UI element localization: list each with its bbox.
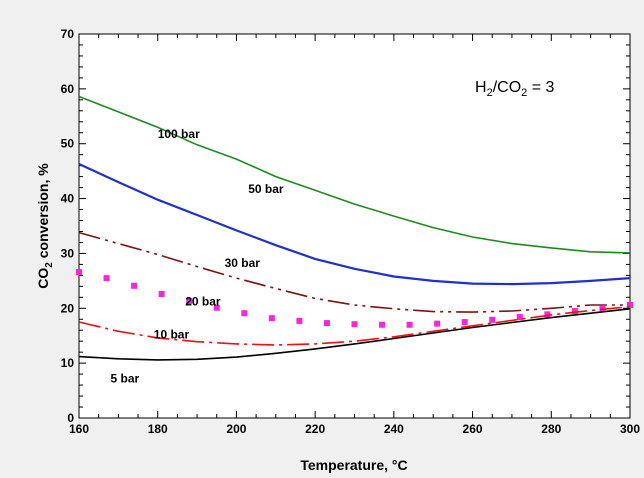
annot-h: H [475,79,487,96]
series-point-20-bar [131,282,138,289]
x-axis-title: Temperature, °C [300,457,407,473]
series-line-50-bar [78,163,631,286]
y-tick-label: 10 [61,356,75,370]
series-point-20-bar [406,321,413,328]
y-axis-title-tail: conversion, % [35,163,51,262]
y-tick-label: 0 [67,411,74,425]
series-labels: 100 bar 50 bar 30 bar 20 bar 10 bar 5 bar [110,127,283,385]
annot-sub2: 2 [521,87,527,99]
series-line-100-bar [78,95,631,254]
x-tick-label: 200 [226,422,246,436]
series-point-20-bar [627,301,633,308]
y-tick-label: 60 [61,82,75,96]
series-label-20-bar: 20 bar [185,295,221,309]
annot-sub1: 2 [487,87,493,99]
x-tick-label: 180 [148,422,168,436]
series-point-20-bar [323,320,330,327]
y-tick-label: 50 [61,137,75,151]
x-tick-label: 220 [305,422,325,436]
series-line-10-bar [78,305,631,346]
series-point-20-bar [516,314,523,321]
y-axis-title: CO2 conversion, % [35,163,55,289]
series-point-20-bar [351,321,358,328]
annot-mid: /CO [493,79,521,96]
series-line-5-bar [78,308,631,361]
series-point-20-bar [599,305,606,312]
series-point-20-bar [544,311,551,318]
x-tick-label: 300 [620,422,640,436]
series-point-20-bar [76,269,82,276]
series-point-20-bar [571,308,578,315]
annot-tail: = 3 [527,79,554,96]
series-lines [76,95,633,361]
series-point-20-bar [489,316,496,323]
x-tick-label: 160 [69,422,89,436]
tick-labels: 160 180 200 220 240 260 280 300 0 10 20 30 40 50 60 70 [61,27,641,436]
x-tick-label: 260 [463,422,483,436]
series-point-20-bar [268,315,275,322]
y-axis-title-main: CO [35,268,51,289]
series-point-20-bar [186,298,193,305]
series-point-20-bar [434,320,441,327]
series-label-50-bar: 50 bar [248,182,284,196]
series-point-20-bar [296,317,303,324]
series-point-20-bar [103,275,110,282]
ratio-annotation: H2/CO2 = 3 [475,79,555,99]
y-tick-label: 40 [61,192,75,206]
series-label-100-bar: 100 bar [158,127,200,141]
y-tick-label: 70 [61,27,75,41]
y-tick-label: 20 [61,301,75,315]
series-point-20-bar [213,304,220,311]
x-tick-label: 240 [384,422,404,436]
series-point-20-bar [158,291,165,298]
series-line-30-bar [78,231,630,313]
y-tick-label: 30 [61,246,75,260]
series-point-20-bar [379,321,386,328]
y-axis-title-sub: 2 [44,262,55,268]
series-point-20-bar [241,310,248,317]
x-tick-label: 280 [541,422,561,436]
series-label-30-bar: 30 bar [225,256,261,270]
plot-area [78,33,631,419]
series-point-20-bar [461,319,468,325]
series-label-5-bar: 5 bar [110,371,139,385]
series-label-10-bar: 10 bar [154,327,190,341]
